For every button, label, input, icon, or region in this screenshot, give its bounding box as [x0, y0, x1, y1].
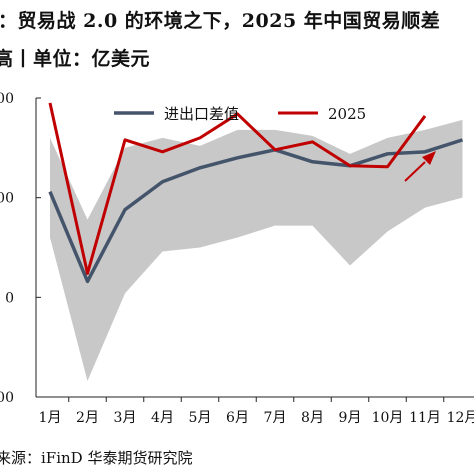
x-tick-label: 6月 — [226, 410, 249, 426]
x-tick-label: 3月 — [114, 410, 137, 426]
trend-arrow-shaft — [404, 161, 426, 182]
legend-label-2025: 2025 — [328, 105, 366, 123]
x-tick-label: 4月 — [151, 410, 174, 426]
x-tick-label: 7月 — [264, 410, 287, 426]
series-line-2025 — [48, 102, 427, 275]
y-tick-label: 00 — [0, 91, 14, 107]
x-tick-label: 9月 — [339, 410, 362, 426]
y-tick-label: 0 — [5, 290, 14, 306]
x-tick-label: 2月 — [76, 410, 99, 426]
x-tick-label: 5月 — [189, 410, 212, 426]
x-tick-label: 1月 — [39, 410, 62, 426]
x-tick-label: 10月 — [372, 410, 404, 426]
y-tick-label: 00 — [0, 390, 14, 406]
legend-label-trade-balance: 进出口差值 — [164, 105, 239, 123]
series-line-trade-balance — [48, 138, 464, 284]
source-note: 来源：iFinD 华泰期货研究院 — [0, 449, 193, 467]
x-tick-label: 11月 — [409, 410, 441, 426]
x-tick-label: 12月 — [447, 410, 474, 426]
range-band — [50, 119, 463, 382]
chart-title-line-1: ：贸易战 2.0 的环境之下，2025 年中国贸易顺差 — [0, 10, 441, 32]
x-tick-label: 8月 — [301, 410, 324, 426]
chart-title-line-2: 高丨单位：亿美元 — [0, 48, 151, 70]
trend-arrow-head — [422, 151, 436, 165]
y-tick-label: 00 — [0, 191, 14, 207]
